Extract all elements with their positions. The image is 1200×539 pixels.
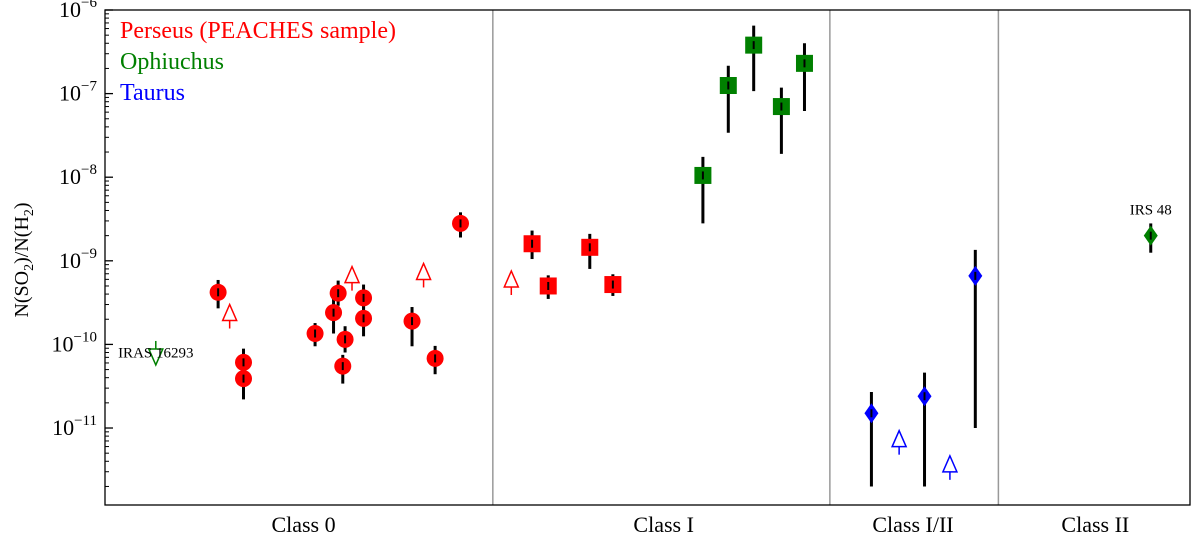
lower-limit-arrow (503, 269, 520, 288)
class-label: Class I/II (872, 512, 953, 537)
annotation-label: IRS 48 (1130, 202, 1172, 218)
y-axis-label: N(SO2)/N(H2) (11, 202, 37, 317)
lower-limit-arrow (890, 428, 908, 448)
lower-limit-arrow (343, 264, 361, 284)
legend-entry: Perseus (PEACHES sample) (120, 18, 396, 44)
legend: Perseus (PEACHES sample) Ophiuchus Taurus (120, 18, 396, 106)
upper-limit-arrow (147, 348, 164, 367)
lower-limit-arrow (221, 302, 238, 322)
class-label: Class 0 (271, 512, 335, 537)
class-label: Class I (633, 512, 694, 537)
annotation-label: IRAS 16293 (118, 345, 193, 361)
limit-arrows (147, 261, 959, 480)
plot-frame (104, 9, 1191, 506)
y-tick-label: 10−7 (59, 79, 97, 106)
legend-entry: Ophiuchus (120, 49, 224, 75)
class-dividers (492, 10, 1000, 505)
class-labels: Class 0 Class I Class I/II Class II (271, 512, 1129, 537)
y-tick-label: 10−9 (59, 246, 97, 273)
y-tick-label: 10−6 (59, 0, 97, 22)
y-axis-ticks: 10−11 10−10 10−9 10−8 10−7 10−6 (52, 0, 113, 487)
legend-entry: Taurus (120, 80, 185, 106)
lower-limit-arrow (415, 261, 432, 281)
data-markers (209, 36, 1158, 424)
lower-limit-arrow (941, 453, 959, 473)
class-label: Class II (1061, 512, 1129, 537)
annotations: IRAS 16293 IRS 48 (118, 202, 1172, 361)
y-tick-label: 10−10 (52, 329, 97, 356)
y-tick-label: 10−11 (52, 413, 97, 440)
y-tick-label: 10−8 (59, 162, 97, 189)
